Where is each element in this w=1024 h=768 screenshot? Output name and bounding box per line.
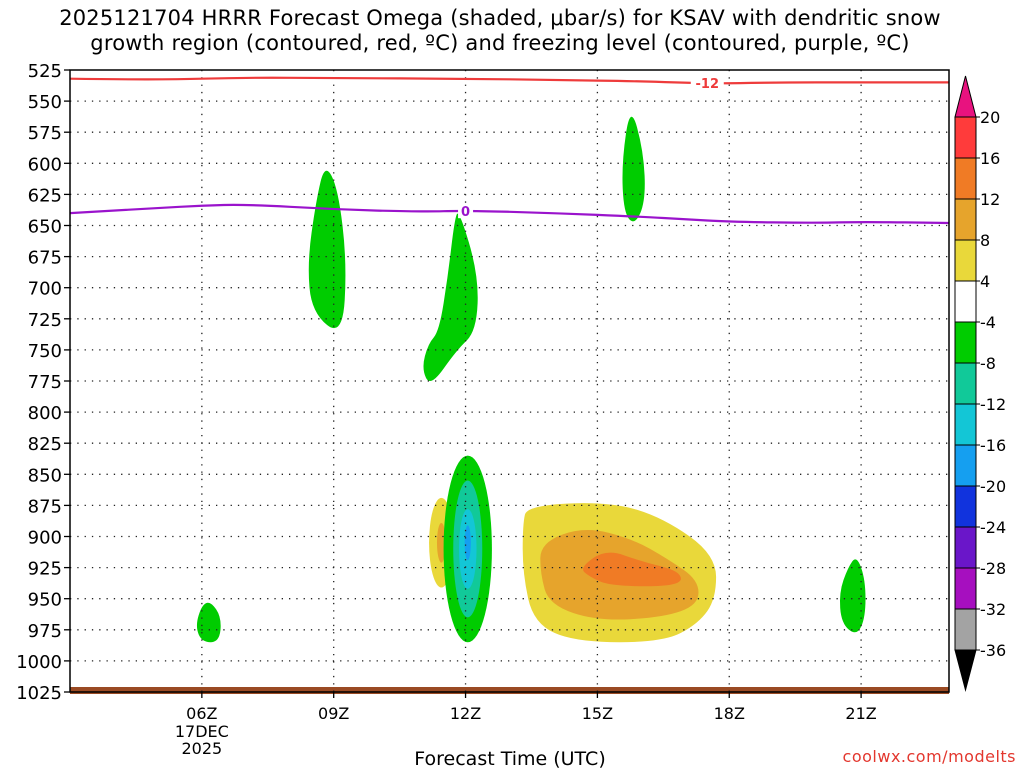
colorbar-band-7 — [954, 403, 977, 446]
colorbar-label-5: -4 — [980, 313, 996, 332]
omega-area-19 — [924, 441, 949, 640]
colorbar-band-6 — [954, 362, 977, 405]
colorbar-label-11: -28 — [980, 559, 1006, 578]
omega-shading — [108, 116, 949, 654]
colorbar-band-0 — [954, 116, 977, 159]
y-tick-label-700: 700 — [28, 279, 62, 300]
y-tick-label-875: 875 — [28, 496, 62, 517]
grid — [70, 70, 949, 692]
y-tick-label-575: 575 — [28, 123, 62, 144]
colorbar-top-arrow — [954, 75, 977, 118]
x-tick-label-15Z: 15Z — [582, 704, 613, 723]
colorbar-label-10: -24 — [980, 518, 1006, 537]
y-tick-label-725: 725 — [28, 310, 62, 331]
colorbar-label-13: -36 — [980, 641, 1006, 660]
colorbar-band-4 — [954, 280, 977, 323]
colorbar-label-12: -32 — [980, 600, 1006, 619]
y-tick-label-1000: 1000 — [16, 652, 62, 673]
colorbar-band-2 — [954, 198, 977, 241]
omega-area-3 — [423, 213, 478, 381]
y-tick-label-550: 550 — [28, 92, 62, 113]
y-tick-label-525: 525 — [28, 61, 62, 82]
omega-area-13 — [464, 525, 471, 561]
contour-line-0 — [70, 76, 949, 85]
y-tick-label-975: 975 — [28, 621, 62, 642]
contour-label-0: -12 — [696, 77, 720, 92]
title-line-2: growth region (contoured, red, ºC) and f… — [90, 31, 910, 55]
y-tick-label-675: 675 — [28, 248, 62, 269]
credit-link[interactable]: coolwx.com/modelts — [842, 747, 1016, 766]
x-tick-label-21Z: 21Z — [845, 704, 876, 723]
chart-title: 2025121704 HRRR Forecast Omega (shaded, … — [0, 6, 1000, 56]
x-axis-label: Forecast Time (UTC) — [414, 748, 605, 768]
colorbar-label-1: 16 — [980, 149, 1000, 168]
colorbar-band-10 — [954, 526, 977, 569]
y-tick-label-625: 625 — [28, 185, 62, 206]
omega-area-18 — [839, 559, 866, 633]
y-tick-label-750: 750 — [28, 341, 62, 362]
y-tick-label-925: 925 — [28, 559, 62, 580]
omega-area-6 — [196, 602, 221, 643]
contour-label-bg-1 — [458, 203, 474, 219]
axes: 525 550 575 600 625 650 675 700 725 750 775 800 825 8… — [16, 61, 877, 758]
title-line-1: 2025121704 HRRR Forecast Omega (shaded, … — [59, 6, 941, 30]
colorbar: 20 16 12 8 4 -4 -8 -12 -16 -20 -24 -28 -32 -36 — [954, 75, 1006, 692]
contour-label-bg-0 — [690, 75, 724, 91]
omega-area-9 — [436, 522, 446, 563]
colorbar-label-9: -20 — [980, 477, 1006, 496]
x-tick-sublabel-0: 17DEC — [175, 722, 229, 741]
colorbar-band-3 — [954, 239, 977, 282]
contours: -12 0 — [70, 75, 949, 225]
colorbar-label-3: 8 — [980, 231, 990, 250]
colorbar-label-0: 20 — [980, 108, 1000, 127]
colorbar-band-9 — [954, 485, 977, 528]
colorbar-band-12 — [954, 608, 977, 651]
colorbar-band-8 — [954, 444, 977, 487]
y-tick-label-600: 600 — [28, 154, 62, 175]
y-tick-label-1025: 1025 — [16, 683, 62, 704]
omega-area-0 — [113, 173, 154, 477]
y-tick-label-775: 775 — [28, 372, 62, 393]
x-tick-sublabel-1: 2025 — [181, 739, 222, 758]
x-tick-label-06Z: 06Z — [186, 704, 217, 723]
contour-line-1 — [70, 203, 949, 225]
colorbar-label-6: -8 — [980, 354, 996, 373]
colorbar-band-5 — [954, 321, 977, 364]
colorbar-label-7: -12 — [980, 395, 1006, 414]
y-tick-label-950: 950 — [28, 590, 62, 611]
y-tick-label-850: 850 — [28, 465, 62, 486]
colorbar-bottom-arrow — [954, 649, 977, 692]
x-tick-label-18Z: 18Z — [714, 704, 745, 723]
terrain-strip — [70, 687, 949, 694]
contour-label-1: 0 — [461, 205, 470, 220]
x-tick-label-12Z: 12Z — [450, 704, 481, 723]
y-tick-label-900: 900 — [28, 528, 62, 549]
colorbar-label-8: -16 — [980, 436, 1006, 455]
colorbar-band-11 — [954, 567, 977, 610]
colorbar-band-1 — [954, 157, 977, 200]
colorbar-label-2: 12 — [980, 190, 1000, 209]
x-tick-label-09Z: 09Z — [318, 704, 349, 723]
omega-area-4 — [622, 116, 645, 222]
colorbar-label-4: 4 — [980, 272, 990, 291]
y-tick-label-650: 650 — [28, 217, 62, 238]
omega-area-17 — [583, 552, 681, 587]
y-tick-label-800: 800 — [28, 403, 62, 424]
y-tick-label-825: 825 — [28, 434, 62, 455]
